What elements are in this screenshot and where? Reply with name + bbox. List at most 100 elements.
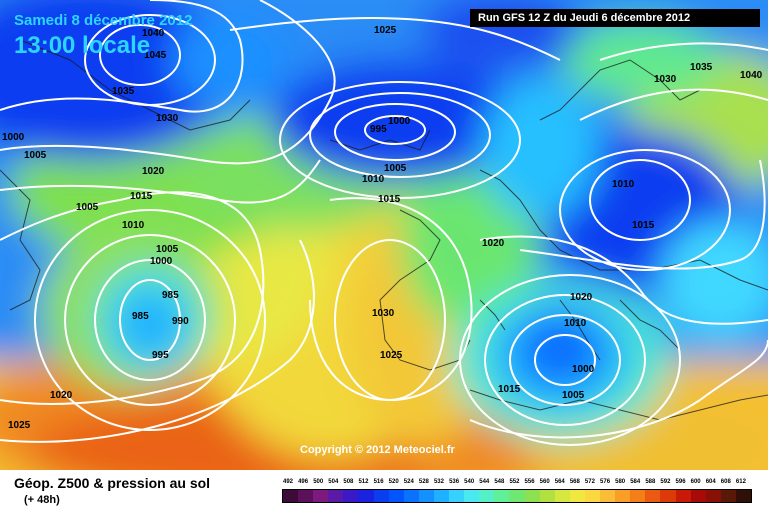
isobar-label: 1020 (50, 390, 73, 401)
legend-swatch (328, 490, 344, 502)
legend-swatch (343, 490, 359, 502)
legend-swatch (615, 490, 631, 502)
isobar-label: 1020 (570, 292, 593, 303)
legend-swatch (720, 490, 737, 502)
legend-swatch (524, 490, 541, 502)
isobar-label: 1040 (142, 28, 165, 39)
legend-swatch (283, 490, 299, 502)
isobar-label: 995 (370, 124, 387, 135)
legend-value: 516 (373, 479, 384, 485)
legend-value: 560 (539, 479, 550, 485)
legend-value: 492 (283, 479, 294, 485)
legend-value: 524 (403, 479, 414, 485)
legend-value: 584 (630, 479, 641, 485)
isobar-label: 1010 (362, 174, 385, 185)
legend-value: 552 (509, 479, 520, 485)
isobar-label: 1000 (2, 132, 25, 143)
legend-swatch (298, 490, 314, 502)
legend-value: 592 (660, 479, 671, 485)
legend-swatch (539, 490, 556, 502)
legend-swatch (313, 490, 329, 502)
legend-value: 532 (433, 479, 444, 485)
legend-swatch (705, 490, 722, 502)
isobar-label: 1000 (150, 256, 173, 267)
isobar-label: 1015 (632, 220, 655, 231)
isobar-label: 1015 (498, 384, 521, 395)
isobar-label: 1005 (24, 150, 47, 161)
legend-value: 536 (449, 479, 460, 485)
legend-swatch (660, 490, 676, 502)
legend-swatch (554, 490, 571, 502)
forecast-date: Samedi 8 décembre 2012 (14, 12, 193, 29)
isobar-labels: 1040 1045 1035 1030 1000 1005 1020 1015 … (2, 25, 763, 431)
legend-value: 576 (600, 479, 611, 485)
legend-value: 556 (524, 479, 535, 485)
legend-swatch (584, 490, 601, 502)
isobar-label: 1035 (690, 62, 713, 73)
legend-swatch (569, 490, 586, 502)
copyright: Copyright © 2012 Meteociel.fr (300, 444, 455, 456)
isobar-label: 985 (162, 290, 179, 301)
isobar-label: 1040 (740, 70, 763, 81)
legend-swatch (373, 490, 390, 502)
legend-value: 520 (388, 479, 399, 485)
legend-value: 568 (569, 479, 580, 485)
legend-value: 508 (343, 479, 354, 485)
legend-value: 504 (328, 479, 339, 485)
isobar-label: 1025 (374, 25, 397, 36)
isobar-label: 1020 (142, 166, 165, 177)
legend-swatch (464, 490, 480, 502)
isobar-label: 1005 (156, 244, 179, 255)
legend-swatch (600, 490, 616, 502)
legend-value: 548 (494, 479, 505, 485)
isobar-label: 1005 (384, 163, 407, 174)
legend-swatch (358, 490, 375, 502)
legend-value: 596 (675, 479, 686, 485)
legend-panel: Géop. Z500 & pression au sol (+ 48h) 492… (0, 470, 768, 512)
legend-swatch (630, 490, 646, 502)
isobar-label: 1005 (76, 202, 99, 213)
map-canvas: 1040 1045 1035 1030 1000 1005 1020 1015 … (0, 0, 768, 470)
legend-swatch (645, 490, 661, 502)
color-scale (282, 489, 752, 503)
product-title: Géop. Z500 & pression au sol (14, 475, 211, 491)
isobar-label: 1015 (378, 194, 401, 205)
isobar-label: 1035 (112, 86, 135, 97)
isobar-label: 990 (172, 316, 189, 327)
legend-swatch (675, 490, 692, 502)
legend-value: 588 (645, 479, 656, 485)
legend-value: 512 (358, 479, 369, 485)
isobar-label: 1030 (156, 113, 179, 124)
isobar-label: 1030 (372, 308, 395, 319)
legend-swatch (494, 490, 510, 502)
legend-swatch (403, 490, 420, 502)
isobar-label: 985 (132, 311, 149, 322)
isobar-label: 1010 (564, 318, 587, 329)
forecast-local-time: 13:00 locale (14, 32, 151, 59)
isobar-label: 1000 (388, 116, 411, 127)
isobar-label: 1010 (612, 179, 635, 190)
legend-swatch (449, 490, 465, 502)
legend-swatch (433, 490, 450, 502)
isobar-label: 995 (152, 350, 169, 361)
legend-value: 528 (418, 479, 429, 485)
isobar-label: 1030 (654, 74, 677, 85)
legend-value: 572 (584, 479, 595, 485)
legend-value: 544 (479, 479, 490, 485)
lead-time: (+ 48h) (24, 494, 60, 506)
legend-value: 608 (720, 479, 731, 485)
legend-value: 540 (464, 479, 475, 485)
legend-swatch (509, 490, 526, 502)
legend-value: 612 (735, 479, 746, 485)
legend-swatch (735, 490, 752, 502)
isobars (0, 0, 768, 445)
isobar-label: 1020 (482, 238, 505, 249)
isobar-label: 1010 (122, 220, 145, 231)
coastlines (0, 39, 768, 421)
isobar-label: 1015 (130, 191, 153, 202)
isobar-label: 1025 (380, 350, 403, 361)
weather-map: 1040 1045 1035 1030 1000 1005 1020 1015 … (0, 0, 768, 470)
legend-value: 580 (615, 479, 626, 485)
isobar-label: 1005 (562, 390, 585, 401)
